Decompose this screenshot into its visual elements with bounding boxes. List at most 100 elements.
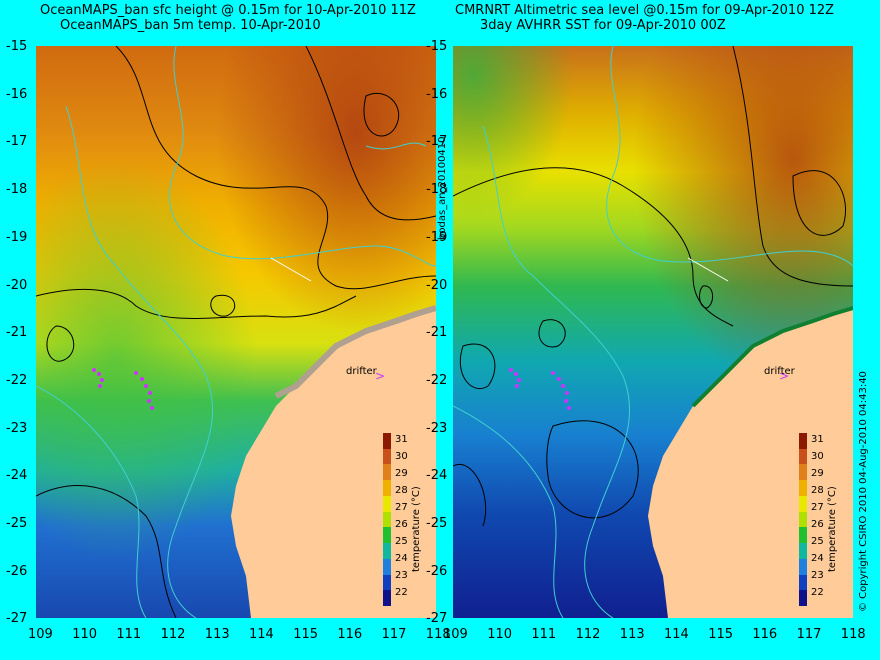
drifter-arrow-icon: > (375, 369, 385, 383)
latitude-tick-label: -26 (6, 563, 28, 579)
colorbar-tick-label: 31 (811, 434, 824, 445)
left-colorbar (383, 433, 391, 607)
latitude-tick-label: -27 (6, 611, 28, 627)
latitude-tick-label: -26 (426, 563, 448, 579)
colorbar-tick-label: 22 (395, 587, 408, 598)
right-drifter-label: drifter (764, 366, 795, 377)
colorbar-tick-label: 25 (395, 536, 408, 547)
latitude-tick-label: -23 (426, 420, 448, 436)
colorbar-segment (383, 527, 391, 544)
left-title-line2: OceanMAPS_ban 5m temp. 10-Apr-2010 (60, 18, 321, 33)
longitude-tick-label: 114 (249, 627, 274, 642)
longitude-tick-label: 116 (752, 627, 778, 642)
latitude-tick-label: -15 (6, 39, 28, 54)
colorbar-tick-label: 23 (811, 570, 824, 581)
colorbar-segment (383, 464, 391, 481)
latitude-tick-label: -18 (426, 182, 448, 198)
longitude-tick-label: 113 (204, 627, 230, 642)
latitude-tick-label: -20 (6, 277, 28, 293)
colorbar-tick-label: 27 (395, 502, 408, 513)
colorbar-tick-label: 28 (395, 485, 408, 496)
left-title-line1: OceanMAPS_ban sfc height @ 0.15m for 10-… (40, 3, 416, 18)
latitude-tick-label: -21 (426, 325, 448, 341)
colorbar-segment (799, 511, 807, 528)
left-map: > (36, 46, 436, 618)
right-title-line2: 3day AVHRR SST for 09-Apr-2010 00Z (480, 18, 726, 33)
colorbar-tick-label: 28 (811, 485, 824, 496)
colorbar-tick-label: 24 (811, 553, 824, 564)
longitude-tick-label: 112 (575, 627, 601, 642)
colorbar-segment (383, 433, 391, 450)
colorbar-segment (799, 574, 807, 591)
colorbar-tick-label: 29 (395, 468, 408, 479)
longitude-tick-label: 115 (293, 627, 319, 642)
left-colorbar-label: temperature (°C) (411, 486, 422, 572)
longitude-tick-label: 118 (425, 627, 451, 642)
colorbar-segment (383, 543, 391, 560)
latitude-tick-label: -25 (426, 516, 448, 531)
colorbar-tick-label: 23 (395, 570, 408, 581)
latitude-tick-label: -15 (426, 39, 448, 54)
sea-level-contours (453, 46, 853, 527)
longitude-tick-label: 118 (840, 627, 866, 642)
longitude-tick-label: 112 (160, 627, 186, 642)
latitude-tick-label: -16 (426, 86, 448, 102)
bathymetry-contours (453, 46, 853, 618)
latitude-tick-label: -16 (6, 86, 28, 102)
longitude-tick-label: 111 (531, 627, 557, 642)
colorbar-segment (799, 433, 807, 450)
right-map: > (453, 46, 853, 618)
longitude-tick-label: 116 (337, 627, 363, 642)
drifter-tracks (509, 368, 571, 410)
colorbar-segment (383, 511, 391, 528)
colorbar-tick-label: 22 (811, 587, 824, 598)
right-title-line1: CMRNRT Altimetric sea level @0.15m for 0… (455, 3, 835, 18)
colorbar-tick-label: 25 (811, 536, 824, 547)
latitude-tick-label: -22 (6, 372, 28, 388)
colorbar-segment (383, 448, 391, 465)
drifter-tracks (92, 368, 154, 410)
left-drifter-label: drifter (346, 366, 377, 377)
colorbar-segment (799, 480, 807, 497)
latitude-tick-label: -20 (426, 277, 448, 293)
latitude-tick-label: -27 (426, 611, 448, 627)
colorbar-tick-label: 27 (811, 502, 824, 513)
latitude-tick-label: -24 (426, 468, 448, 484)
longitude-tick-label: 109 (443, 627, 468, 642)
latitude-tick-label: -17 (426, 134, 448, 150)
longitude-tick-label: 111 (116, 627, 142, 642)
longitude-tick-label: 110 (72, 627, 98, 642)
longitude-tick-label: 117 (381, 627, 407, 642)
longitude-tick-label: 114 (664, 627, 689, 642)
latitude-tick-label: -21 (6, 325, 28, 341)
colorbar-segment (383, 590, 391, 607)
colorbar-tick-label: 24 (395, 553, 408, 564)
colorbar-tick-label: 26 (811, 519, 824, 530)
colorbar-tick-label: 29 (811, 468, 824, 479)
longitude-tick-label: 117 (796, 627, 822, 642)
latitude-tick-label: -18 (6, 182, 28, 198)
latitude-tick-label: -23 (6, 420, 28, 436)
longitude-tick-label: 113 (619, 627, 645, 642)
latitude-tick-label: -22 (426, 372, 448, 388)
colorbar-tick-label: 31 (395, 434, 408, 445)
bathymetry-contours (36, 46, 436, 618)
colorbar-segment (383, 480, 391, 497)
colorbar-segment (799, 590, 807, 607)
colorbar-segment (383, 495, 391, 513)
latitude-tick-label: -24 (6, 468, 28, 484)
colorbar-segment (799, 495, 807, 513)
colorbar-segment (799, 448, 807, 465)
latitude-tick-label: -17 (6, 134, 28, 150)
longitude-tick-label: 115 (708, 627, 734, 642)
latitude-tick-label: -19 (426, 229, 448, 245)
right-colorbar-label: temperature (°C) (827, 486, 838, 572)
colorbar-tick-label: 30 (811, 451, 824, 462)
colorbar-tick-label: 30 (395, 451, 408, 462)
colorbar-segment (383, 558, 391, 576)
right-colorbar (799, 433, 807, 607)
colorbar-segment (799, 527, 807, 544)
colorbar-segment (799, 558, 807, 576)
colorbar-segment (383, 574, 391, 591)
sea-level-contours (36, 46, 436, 618)
